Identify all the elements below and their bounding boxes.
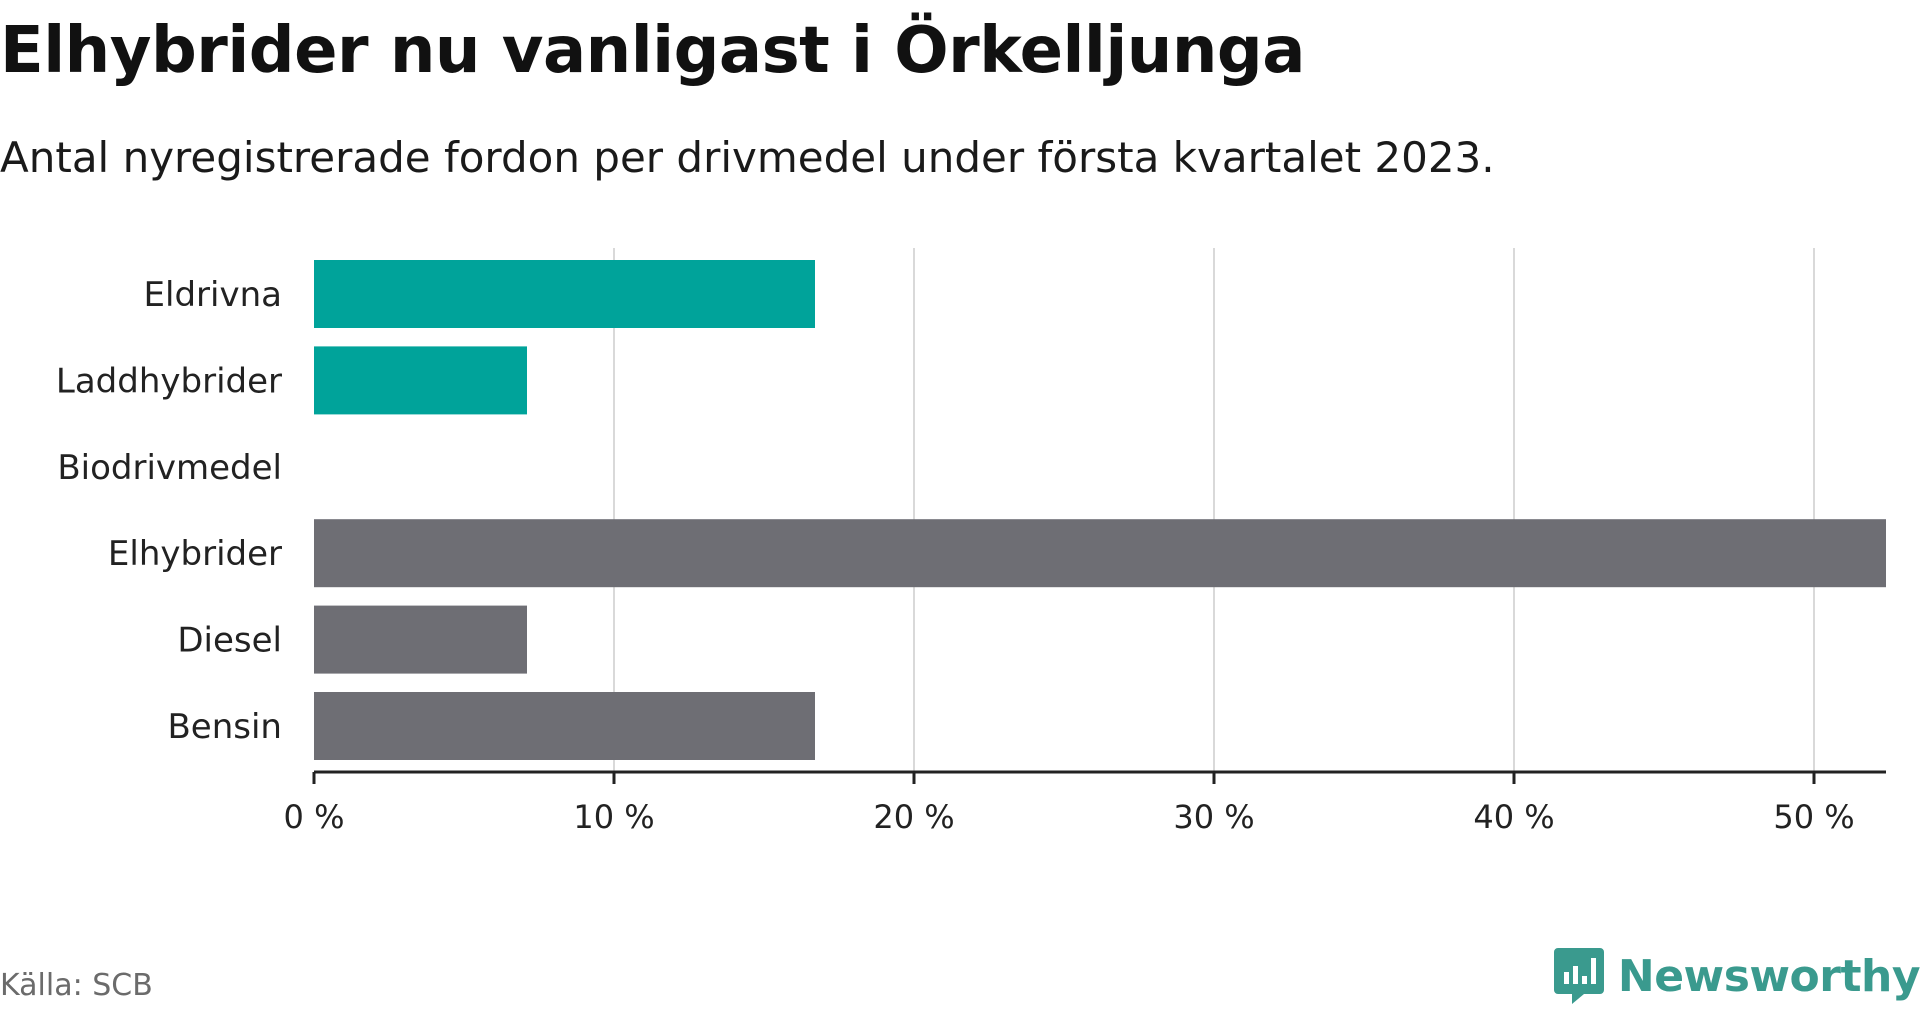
- category-label: Laddhybrider: [56, 361, 282, 401]
- x-tick-label: 50 %: [1773, 798, 1854, 836]
- bar: [314, 605, 527, 674]
- x-tick-label: 20 %: [873, 798, 954, 836]
- x-axis: 0 % 10 % 20 % 30 % 40 % 50 %: [284, 770, 1886, 836]
- category-label: Eldrivna: [144, 275, 282, 315]
- bar: [314, 346, 527, 415]
- category-label: Elhybrider: [108, 534, 282, 574]
- chart-subtitle: Antal nyregistrerade fordon per drivmede…: [0, 133, 1495, 182]
- x-tick-label: 0 %: [284, 798, 345, 836]
- category-label: Diesel: [177, 621, 282, 661]
- category-labels: Eldrivna Laddhybrider Biodrivmedel Elhybrid…: [56, 275, 282, 747]
- bar: [314, 692, 815, 760]
- x-tick-label: 40 %: [1473, 798, 1554, 836]
- bars: [314, 260, 1886, 760]
- x-tick-label: 30 %: [1173, 798, 1254, 836]
- chart-title: Elhybrider nu vanligast i Örkelljunga: [0, 14, 1305, 88]
- source-note: Källa: SCB: [0, 968, 153, 1003]
- x-tick-label: 10 %: [573, 798, 654, 836]
- brand-logo: Newsworthy: [1553, 948, 1920, 1004]
- category-label: Biodrivmedel: [57, 448, 282, 488]
- bar: [314, 519, 1886, 588]
- newsworthy-logo-icon: [1553, 948, 1604, 1004]
- category-label: Bensin: [167, 707, 282, 747]
- brand-name: Newsworthy: [1617, 950, 1920, 1002]
- bar: [314, 260, 815, 328]
- gridlines: [613, 248, 1815, 772]
